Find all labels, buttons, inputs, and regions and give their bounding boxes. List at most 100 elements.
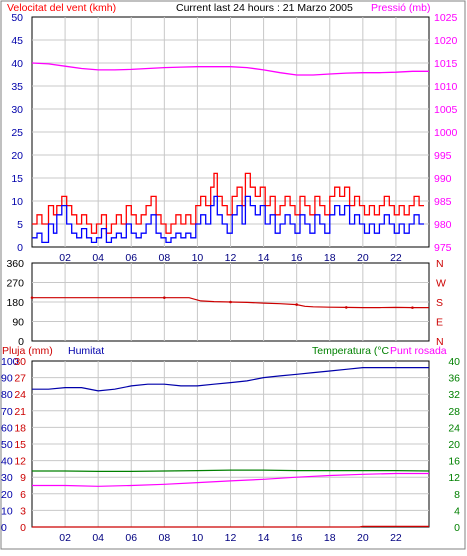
dewpoint-axis-label: Punt rosada [390, 345, 447, 357]
wind-direction-line [32, 297, 429, 309]
wind-speed-tick-label: 30 [11, 104, 23, 116]
temperature-tick-label: 32 [448, 389, 460, 401]
direction-point [163, 296, 166, 299]
wind-pressure-hour-ticks: 02 04 06 08 10 12 14 16 18 20 22 [59, 252, 402, 264]
temperature-tick-label: 4 [454, 505, 460, 517]
wind-speed-tick-label: 15 [11, 173, 23, 185]
rain-tick-label: 30 [14, 356, 26, 368]
temperature-tick-label: 0 [454, 522, 460, 534]
hour-tick-label: 16 [291, 252, 303, 264]
humidity-tick-label: 60 [1, 422, 13, 434]
temperature-tick-label: 40 [448, 356, 460, 368]
hour-tick-label: 10 [192, 532, 204, 544]
rain-axis-label: Pluja (mm) [2, 345, 53, 357]
wind-gust-line [32, 195, 424, 244]
humidity-tick-label: 50 [1, 439, 13, 451]
wind-direction-grid [32, 263, 429, 341]
humidity-tick-label: 10 [1, 505, 13, 517]
hour-tick-label: 22 [390, 252, 402, 264]
hour-tick-label: 02 [59, 252, 71, 264]
hour-tick-label: 06 [125, 252, 137, 264]
direction-degree-label: 270 [6, 278, 24, 290]
rain-tick-label: 21 [14, 406, 26, 418]
temperature-tick-label: 8 [454, 489, 460, 501]
hour-tick-label: 16 [291, 532, 303, 544]
temperature-tick-label: 24 [448, 422, 460, 434]
pressure-tick-label: 1005 [434, 104, 458, 116]
wind-speed-tick-label: 0 [17, 242, 23, 254]
humidity-tick-label: 80 [1, 389, 13, 401]
humidity-line [32, 367, 429, 392]
temperature-tick-label: 12 [448, 472, 460, 484]
hour-tick-label: 14 [258, 252, 270, 264]
humidity-tick-label: 90 [1, 373, 13, 385]
direction-point [229, 300, 232, 304]
temperature-tick-label: 16 [448, 456, 460, 468]
humidity-tick-label: 30 [1, 472, 13, 484]
direction-point [344, 306, 348, 309]
direction-point [411, 306, 414, 309]
pressure-tick-label: 1010 [434, 81, 458, 93]
rain-line [32, 525, 429, 528]
hour-tick-label: 22 [390, 532, 402, 544]
compass-label: S [436, 297, 443, 309]
wind-speed-ticks: 0 5 10 15 20 25 30 35 40 45 50 [11, 12, 23, 254]
humidity-tick-label: 20 [1, 489, 13, 501]
hour-tick-label: 08 [158, 252, 170, 264]
hour-tick-label: 12 [225, 532, 237, 544]
compass-label: N [436, 258, 444, 270]
pressure-tick-label: 990 [434, 173, 452, 185]
hour-tick-label: 10 [192, 252, 204, 264]
rain-tick-label: 15 [14, 439, 26, 451]
direction-degree-label: 360 [6, 258, 24, 270]
hour-tick-label: 18 [324, 252, 336, 264]
temperature-ticks: 0 4 8 12 16 20 24 28 32 36 40 [448, 356, 460, 534]
wind-speed-axis-label: Velocitat del vent (kmh) [7, 2, 116, 14]
pressure-line [31, 62, 429, 76]
rain-tick-label: 3 [20, 505, 26, 517]
pressure-tick-label: 985 [434, 196, 452, 208]
hour-tick-label: 04 [92, 532, 104, 544]
pressure-tick-label: 1020 [434, 35, 458, 47]
wind-speed-tick-label: 45 [11, 35, 23, 47]
temperature-tick-label: 28 [448, 406, 460, 418]
direction-point [30, 296, 34, 299]
pressure-tick-label: 980 [434, 219, 452, 231]
direction-point [295, 303, 298, 306]
rain-tick-label: 9 [20, 472, 26, 484]
wind-speed-tick-label: 10 [11, 196, 23, 208]
wind-direction-degree-ticks: 0 90 180 270 360 [6, 258, 24, 348]
humidity-tick-label: 40 [1, 456, 13, 468]
humidity-tick-label: 70 [1, 406, 13, 418]
rain-humidity-ticks: 0 10 20 30 40 50 60 70 80 90 100 0 3 6 9 12 15 18 21 24 27 30 [1, 356, 26, 534]
direction-degree-label: 90 [12, 317, 24, 329]
humidity-temperature-hour-ticks: 02 04 06 08 10 12 14 16 18 20 22 [59, 532, 402, 544]
temperature-line [32, 469, 430, 472]
dewpoint-line [32, 472, 429, 487]
hour-tick-label: 20 [357, 252, 369, 264]
wind-speed-line [32, 172, 424, 234]
compass-label: N [436, 336, 444, 348]
humidity-tick-label: 0 [1, 522, 7, 534]
pressure-tick-label: 1025 [434, 12, 458, 24]
pressure-axis-label: Pressió (mb) [371, 2, 431, 14]
wind-pressure-series [31, 62, 429, 244]
hour-tick-label: 14 [258, 532, 270, 544]
temperature-tick-label: 36 [448, 373, 460, 385]
rain-tick-label: 24 [14, 389, 26, 401]
rain-tick-label: 6 [20, 489, 26, 501]
humidity-temperature-grid [32, 361, 429, 527]
chart-title: Current last 24 hours : 21 Marzo 2005 [176, 2, 353, 14]
wind-speed-tick-label: 40 [11, 58, 23, 70]
hour-tick-label: 08 [158, 532, 170, 544]
wind-speed-tick-label: 5 [17, 219, 23, 231]
rain-tick-label: 12 [14, 456, 26, 468]
temperature-axis-label: Temperatura (°C [312, 345, 390, 357]
compass-label: E [436, 317, 443, 329]
hour-tick-label: 20 [357, 532, 369, 544]
